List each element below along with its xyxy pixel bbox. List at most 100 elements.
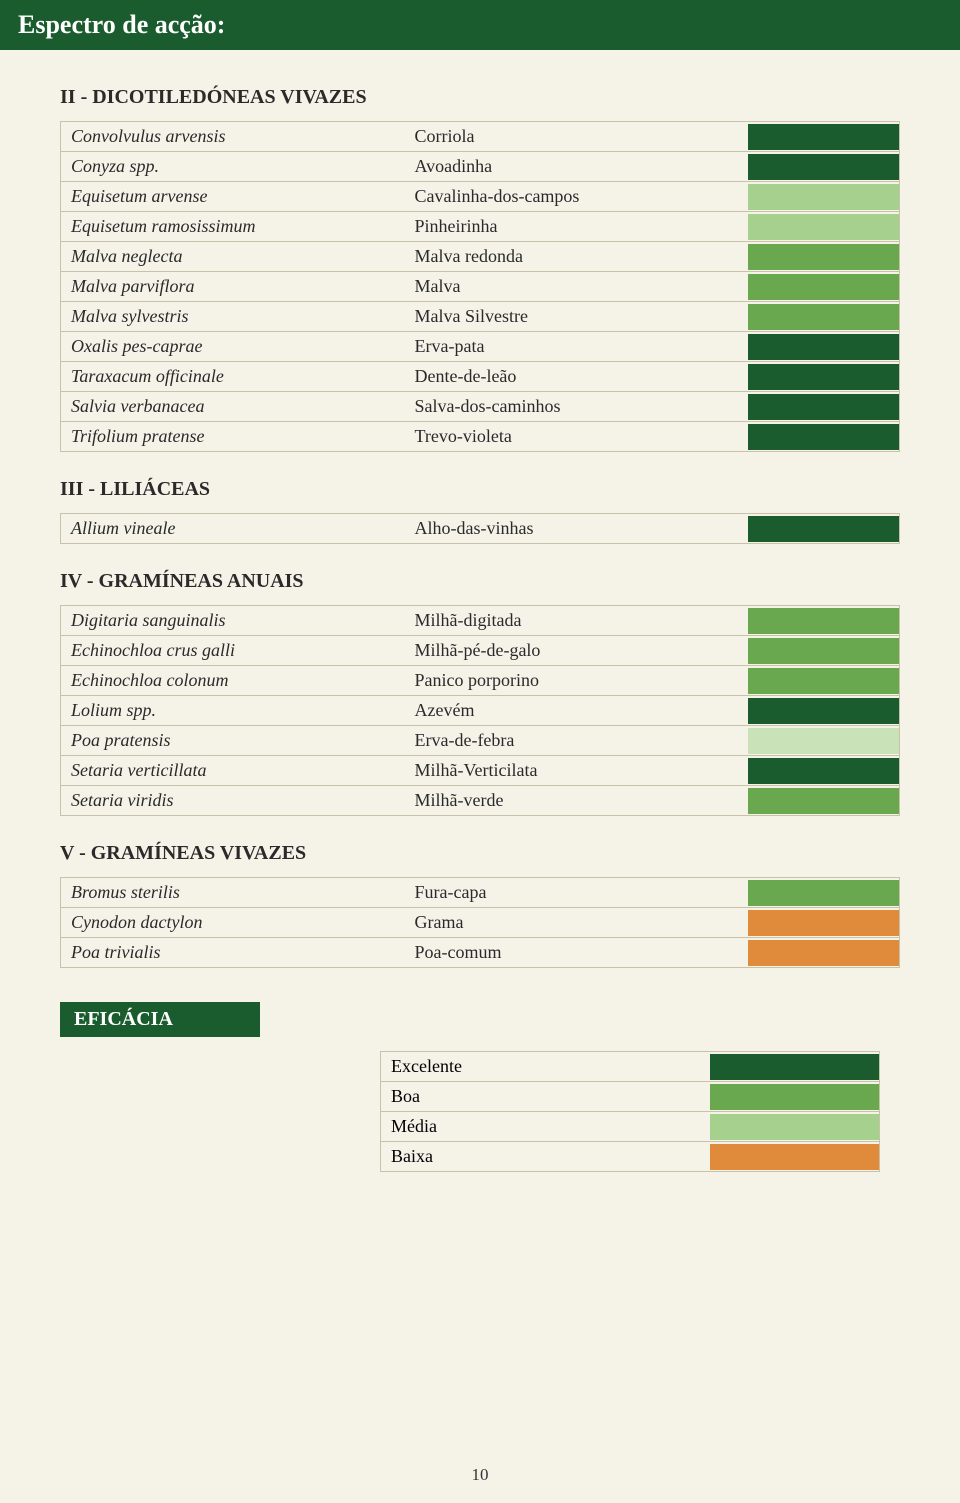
- common-name: Pinheirinha: [404, 212, 748, 242]
- table-row: Echinochloa crus galliMilhã-pé-de-galo: [61, 636, 900, 666]
- efficacy-swatch-cell: [748, 878, 899, 908]
- latin-name: Setaria viridis: [61, 786, 405, 816]
- efficacy-swatch-cell: [748, 272, 899, 302]
- legend-swatch: [710, 1084, 879, 1110]
- latin-name: Lolium spp.: [61, 696, 405, 726]
- legend-label: Boa: [381, 1082, 710, 1112]
- table-row: Taraxacum officinaleDente-de-leão: [61, 362, 900, 392]
- table-row: Malva neglectaMalva redonda: [61, 242, 900, 272]
- latin-name: Malva sylvestris: [61, 302, 405, 332]
- legend-table: ExcelenteBoaMédiaBaixa: [380, 1051, 880, 1172]
- latin-name: Oxalis pes-caprae: [61, 332, 405, 362]
- efficacy-swatch-cell: [748, 908, 899, 938]
- table-row: Malva parvifloraMalva: [61, 272, 900, 302]
- efficacy-swatch-cell: [748, 332, 899, 362]
- latin-name: Equisetum arvense: [61, 182, 405, 212]
- latin-name: Digitaria sanguinalis: [61, 606, 405, 636]
- common-name: Milhã-digitada: [404, 606, 748, 636]
- efficacy-swatch-cell: [748, 514, 899, 544]
- species-table: Allium vinealeAlho-das-vinhas: [60, 513, 900, 544]
- efficacy-swatch: [748, 638, 899, 664]
- efficacy-swatch: [748, 668, 899, 694]
- latin-name: Echinochloa crus galli: [61, 636, 405, 666]
- efficacy-swatch-cell: [748, 726, 899, 756]
- table-row: Malva sylvestrisMalva Silvestre: [61, 302, 900, 332]
- efficacy-swatch: [748, 910, 899, 936]
- page-title-bar: Espectro de acção:: [0, 0, 960, 50]
- common-name: Alho-das-vinhas: [404, 514, 748, 544]
- latin-name: Convolvulus arvensis: [61, 122, 405, 152]
- efficacy-swatch: [748, 516, 899, 542]
- legend-row: Média: [381, 1112, 880, 1142]
- efficacy-swatch: [748, 728, 899, 754]
- table-row: Echinochloa colonumPanico porporino: [61, 666, 900, 696]
- table-row: Equisetum arvenseCavalinha-dos-campos: [61, 182, 900, 212]
- efficacy-swatch: [748, 424, 899, 450]
- table-row: Setaria verticillataMilhã-Verticilata: [61, 756, 900, 786]
- common-name: Fura-capa: [404, 878, 748, 908]
- efficacy-swatch: [748, 758, 899, 784]
- legend-swatch-cell: [710, 1112, 880, 1142]
- common-name: Milhã-Verticilata: [404, 756, 748, 786]
- legend-row: Excelente: [381, 1052, 880, 1082]
- common-name: Malva redonda: [404, 242, 748, 272]
- efficacy-swatch-cell: [748, 756, 899, 786]
- common-name: Azevém: [404, 696, 748, 726]
- table-row: Lolium spp.Azevém: [61, 696, 900, 726]
- efficacy-swatch: [748, 608, 899, 634]
- table-row: Oxalis pes-capraeErva-pata: [61, 332, 900, 362]
- table-row: Poa pratensisErva-de-febra: [61, 726, 900, 756]
- efficacy-swatch: [748, 364, 899, 390]
- common-name: Milhã-pé-de-galo: [404, 636, 748, 666]
- legend-swatch: [710, 1114, 879, 1140]
- common-name: Poa-comum: [404, 938, 748, 968]
- efficacy-swatch-cell: [748, 182, 899, 212]
- efficacy-swatch-cell: [748, 938, 899, 968]
- efficacy-swatch: [748, 880, 899, 906]
- efficacy-swatch: [748, 274, 899, 300]
- legend-label: Média: [381, 1112, 710, 1142]
- eficacia-title-bar: EFICÁCIA: [60, 1002, 260, 1037]
- legend-swatch-cell: [710, 1052, 880, 1082]
- efficacy-swatch: [748, 394, 899, 420]
- species-table: Digitaria sanguinalisMilhã-digitadaEchin…: [60, 605, 900, 816]
- latin-name: Equisetum ramosissimum: [61, 212, 405, 242]
- table-row: Equisetum ramosissimumPinheirinha: [61, 212, 900, 242]
- latin-name: Poa trivialis: [61, 938, 405, 968]
- latin-name: Salvia verbanacea: [61, 392, 405, 422]
- efficacy-swatch-cell: [748, 696, 899, 726]
- efficacy-swatch-cell: [748, 422, 899, 452]
- latin-name: Trifolium pratense: [61, 422, 405, 452]
- efficacy-swatch: [748, 124, 899, 150]
- efficacy-swatch-cell: [748, 786, 899, 816]
- table-row: Poa trivialisPoa-comum: [61, 938, 900, 968]
- efficacy-swatch: [748, 940, 899, 966]
- efficacy-swatch-cell: [748, 152, 899, 182]
- section-heading: IV - GRAMÍNEAS ANUAIS: [60, 570, 900, 593]
- efficacy-swatch: [748, 698, 899, 724]
- legend-label: Baixa: [381, 1142, 710, 1172]
- common-name: Trevo-violeta: [404, 422, 748, 452]
- table-row: Digitaria sanguinalisMilhã-digitada: [61, 606, 900, 636]
- table-row: Cynodon dactylonGrama: [61, 908, 900, 938]
- latin-name: Malva neglecta: [61, 242, 405, 272]
- legend-label: Excelente: [381, 1052, 710, 1082]
- efficacy-swatch: [748, 334, 899, 360]
- sections-container: II - DICOTILEDÓNEAS VIVAZES Convolvulus a…: [60, 86, 900, 968]
- legend-swatch-cell: [710, 1142, 880, 1172]
- efficacy-swatch-cell: [748, 122, 899, 152]
- latin-name: Bromus sterilis: [61, 878, 405, 908]
- common-name: Avoadinha: [404, 152, 748, 182]
- common-name: Milhã-verde: [404, 786, 748, 816]
- common-name: Salva-dos-caminhos: [404, 392, 748, 422]
- section-heading: II - DICOTILEDÓNEAS VIVAZES: [60, 86, 900, 109]
- efficacy-swatch: [748, 788, 899, 814]
- efficacy-swatch-cell: [748, 636, 899, 666]
- latin-name: Malva parviflora: [61, 272, 405, 302]
- latin-name: Conyza spp.: [61, 152, 405, 182]
- species-table: Convolvulus arvensisCorriolaConyza spp.A…: [60, 121, 900, 452]
- legend-row: Baixa: [381, 1142, 880, 1172]
- table-row: Trifolium pratenseTrevo-violeta: [61, 422, 900, 452]
- common-name: Malva: [404, 272, 748, 302]
- efficacy-swatch: [748, 154, 899, 180]
